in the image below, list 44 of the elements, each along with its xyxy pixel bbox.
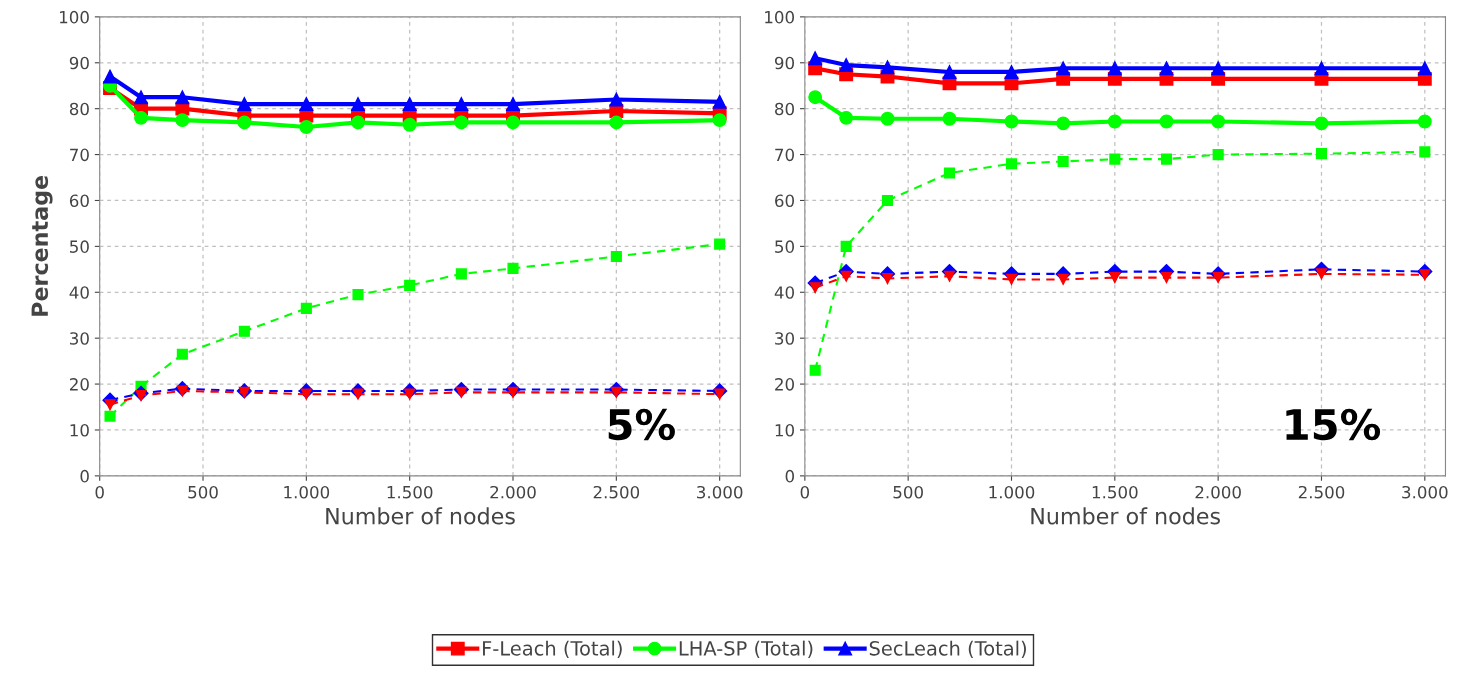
y-tick-label: 40 <box>774 286 794 299</box>
x-tick-label: 1.500 <box>387 485 433 499</box>
x-tick-label: 3.000 <box>1402 485 1448 499</box>
annotation: 5% <box>608 408 675 441</box>
x-tick-label: 1.000 <box>284 485 330 499</box>
x-tick-label: 2.500 <box>1298 485 1345 499</box>
y-tick-label: 60 <box>775 194 794 208</box>
x-tick-label: 2.000 <box>490 485 536 499</box>
x-tick-label: 0 <box>800 485 810 499</box>
y-tick-label: 40 <box>69 286 89 299</box>
y-tick-label: 10 <box>70 423 89 437</box>
y-tick-label: 80 <box>775 102 794 116</box>
y-tick-label: 20 <box>69 378 89 391</box>
y-tick-label: 50 <box>70 240 89 253</box>
legend-label: SecLeach (Total) <box>869 640 1026 658</box>
x-tick-label: 1.500 <box>1092 485 1138 499</box>
x-axis-title: Number of nodes <box>326 507 515 525</box>
x-tick-label: 2.000 <box>1195 485 1241 499</box>
y-tick-label: 10 <box>775 423 794 437</box>
y-tick-label: 70 <box>775 148 794 162</box>
annotation: 15% <box>1286 408 1381 441</box>
y-tick-label: 0 <box>785 469 795 483</box>
legend-label: F-Leach (Total) <box>483 640 622 658</box>
x-tick-label: 1.000 <box>989 485 1035 499</box>
y-tick-label: 60 <box>69 194 89 208</box>
x-tick-label: 2.500 <box>593 485 640 499</box>
y-axis-title: Percentage <box>31 175 53 316</box>
y-tick-label: 90 <box>69 56 89 70</box>
y-tick-label: 0 <box>80 469 89 483</box>
x-axis-title: Number of nodes <box>1031 507 1220 525</box>
y-tick-label: 90 <box>774 56 794 70</box>
y-tick-label: 100 <box>59 10 89 24</box>
y-tick-label: 20 <box>775 378 794 391</box>
y-tick-label: 100 <box>765 10 794 24</box>
legend-label: LHA-SP (Total) <box>679 640 813 658</box>
x-tick-label: 500 <box>893 485 923 499</box>
y-tick-label: 80 <box>69 102 89 116</box>
x-tick-label: 3.000 <box>697 485 743 499</box>
x-tick-label: 0 <box>95 485 104 499</box>
y-tick-label: 50 <box>775 240 794 253</box>
y-tick-label: 30 <box>70 332 89 345</box>
y-tick-label: 30 <box>775 332 794 345</box>
y-tick-label: 70 <box>70 148 89 162</box>
x-tick-label: 500 <box>188 485 218 499</box>
